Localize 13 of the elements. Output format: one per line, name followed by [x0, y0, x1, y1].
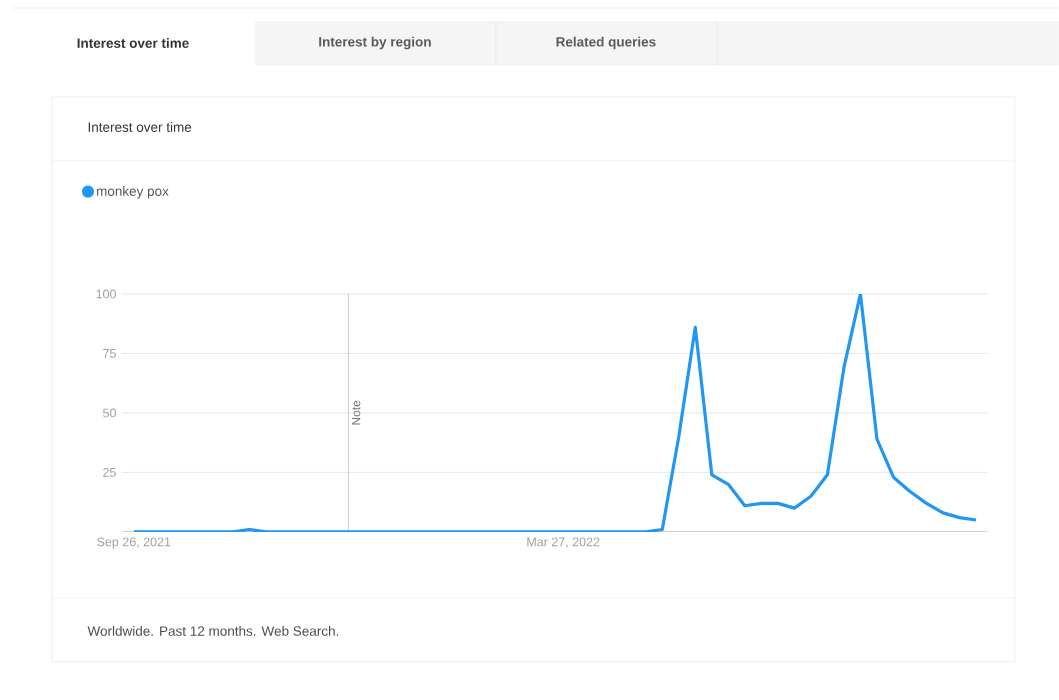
- chart-title: Interest over time: [88, 122, 192, 132]
- x-tick-label: Sep 26, 2021: [97, 537, 171, 549]
- text: Worldwide. Past 12 months. Web Search.: [87, 625, 339, 636]
- text: Interest by region: [319, 36, 431, 50]
- y-tick-label: 50: [103, 408, 116, 418]
- legend-label: monkey pox: [96, 186, 169, 199]
- ref-line-label: Note: [352, 400, 361, 425]
- text: Interest over time: [77, 38, 189, 48]
- y-tick-label: 75: [103, 349, 116, 358]
- y-tick-label: 100: [96, 289, 116, 299]
- text: Related queries: [556, 36, 656, 50]
- x-tick-label: Mar 27, 2022: [527, 537, 600, 548]
- y-tick-label: 25: [103, 468, 116, 477]
